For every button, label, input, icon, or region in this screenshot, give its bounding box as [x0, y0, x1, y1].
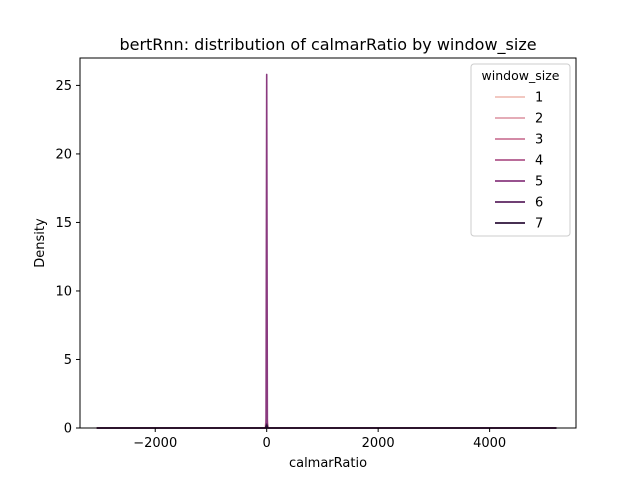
- legend-box: [470, 63, 571, 237]
- legend-label: 5: [535, 175, 543, 190]
- x-tick-label: 4000: [473, 436, 506, 451]
- plot-frame: [79, 57, 577, 429]
- legend-label: 3: [535, 133, 543, 148]
- y-tick-label: 5: [64, 353, 72, 368]
- x-tick-label: 2000: [362, 436, 395, 451]
- y-tick-label: 0: [64, 422, 72, 437]
- y-tick-label: 10: [55, 284, 72, 299]
- y-tick-label: 15: [55, 216, 72, 231]
- y-axis: 0 5 10 15 20 25: [55, 79, 80, 437]
- y-tick-label: 25: [55, 79, 72, 94]
- legend: window_size 1 2 3 4 5 6 7: [470, 63, 571, 237]
- x-tick-label: 0: [263, 436, 271, 451]
- legend-label: 7: [535, 217, 543, 232]
- x-axis-label: calmarRatio: [289, 456, 367, 471]
- y-tick-label: 20: [55, 147, 72, 162]
- x-axis: −2000 0 2000 4000: [133, 428, 506, 451]
- legend-label: 1: [535, 91, 543, 106]
- legend-label: 4: [535, 154, 543, 169]
- legend-label: 6: [535, 196, 543, 211]
- y-axis-label: Density: [33, 218, 48, 268]
- x-tick-label: −2000: [133, 436, 177, 451]
- chart-title: bertRnn: distribution of calmarRatio by …: [119, 35, 536, 55]
- legend-title: window_size: [482, 68, 560, 83]
- legend-label: 2: [535, 112, 543, 127]
